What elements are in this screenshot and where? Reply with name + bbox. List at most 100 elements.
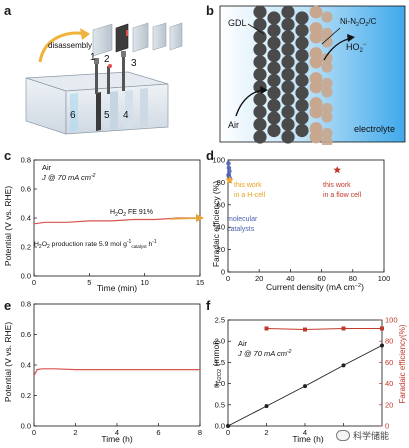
d-xtick-label: 60 (317, 274, 325, 283)
e-ytick-label: 0.6 (21, 330, 31, 339)
d-xlabel: Current density (mA cm−2) (266, 282, 364, 292)
d-ylabel: Faradaic efficiency (%) (211, 181, 221, 267)
d-ytick-label: 100 (212, 156, 225, 165)
panel-a-electrolyzer-illustration: 6 5 4 1 2 3 disassembly (25, 22, 183, 135)
gdl-particle (295, 23, 309, 38)
catalyst-particle (321, 36, 333, 48)
d-star-point (225, 175, 234, 184)
gdl-particle (267, 123, 281, 138)
c-xtick-label: 5 (87, 278, 91, 287)
f-ytick-right-label: 80 (385, 337, 393, 346)
c-ytick-label: 0.8 (21, 156, 31, 165)
e-xtick-label: 6 (156, 428, 160, 437)
gdl-particle (253, 92, 267, 107)
f-h2o2-point (380, 343, 384, 348)
d-star-point (333, 166, 341, 174)
d-label-molecular-2: catalysts (227, 226, 255, 233)
f-ytick-right-label: 100 (385, 316, 398, 325)
gdl-particle (281, 130, 295, 144)
d-ytick-label: 0 (221, 268, 225, 277)
f-ytick-label: 2.0 (215, 337, 225, 346)
d-label-hcell-1: this work (234, 182, 262, 189)
catalyst-particle (309, 30, 323, 44)
catalyst-particle (321, 102, 333, 115)
assembled-cell-box (25, 51, 169, 135)
c-xtick-label: 0 (32, 278, 36, 287)
gdl-particle (267, 98, 281, 113)
c-ytick-label: 0.0 (21, 272, 31, 281)
gdl-pointer (247, 23, 265, 35)
gdl-particle (253, 5, 267, 19)
catalyst-particle (309, 130, 323, 144)
electrolyte-label: electrolyte (354, 124, 395, 134)
label-5: 5 (104, 110, 110, 121)
e-ytick-label: 0.4 (21, 361, 31, 370)
d-xtick-label: 0 (226, 274, 230, 283)
e-xlabel: Time (h) (101, 434, 132, 444)
f-xtick-label: 4 (303, 428, 307, 437)
f-ytick-right-label: 40 (385, 379, 393, 388)
gdl-particle (253, 30, 267, 44)
f-ytick-label: 2.5 (215, 316, 225, 325)
catalyst-particle (321, 52, 333, 65)
panel-label-f: f (206, 298, 211, 313)
c-annot-air: Air (42, 163, 52, 172)
f-h2o2-point (264, 404, 269, 409)
d-label-flow-2: in a flow cell (323, 192, 362, 199)
f-xtick-label: 2 (264, 428, 268, 437)
gdl-particle (253, 17, 267, 32)
exploded-cell-plates (92, 22, 183, 57)
label-6: 6 (70, 110, 76, 121)
c-annot-rate: H2O2 production rate 5.9 mol g-1catalyst… (34, 239, 157, 250)
e-potential-line (33, 368, 200, 376)
gdl-particle (253, 130, 267, 144)
panel-c-potential-chart: Potential (V vs. RHE) Time (min) Air J @… (3, 156, 204, 294)
gdl-particle (281, 92, 295, 107)
e-xtick-label: 4 (115, 428, 119, 437)
panel-e-stability-chart: Potential (V vs. RHE) Time (h) 0 2 4 6 8 0.0 0… (3, 300, 202, 445)
gdl-particle (267, 111, 281, 125)
catalyst-particle (321, 77, 333, 90)
gdl-particle (295, 111, 309, 125)
panel-label-d: d (206, 148, 214, 163)
e-plot-frame (33, 303, 201, 427)
gdl-particle (267, 61, 281, 75)
catalyst-particle (309, 55, 323, 69)
e-ytick-label: 0.2 (21, 391, 31, 400)
e-ylabel: Potential (V vs. RHE) (3, 322, 13, 402)
catalyst-particle (321, 61, 333, 73)
gdl-particle (253, 42, 267, 57)
gdl-particle (253, 55, 267, 69)
f-fe-point (264, 326, 269, 331)
catalyst-particle (321, 111, 333, 123)
catalyst-particle (321, 136, 333, 145)
e-xtick-label: 8 (198, 428, 202, 437)
catalyst-particle (309, 105, 323, 119)
c-ylabel: Potential (V vs. RHE) (3, 186, 13, 266)
d-xtick-label: 40 (286, 274, 294, 283)
gdl-particle (267, 36, 281, 50)
d-xtick-label: 80 (349, 274, 357, 283)
f-fe-point (341, 326, 346, 331)
c-annot-fe: H2O2 FE 91% (110, 209, 153, 218)
e-ytick-label: 0.0 (21, 422, 31, 431)
f-ytick-right-label: 0 (385, 422, 389, 431)
catalyst-label: Ni-N2O2/C (340, 17, 377, 28)
gdl-particle (281, 105, 295, 119)
f-ytick-label: 1.5 (215, 358, 225, 367)
panel-label-a: a (4, 3, 12, 18)
f-ytick-label: 1.0 (215, 379, 225, 388)
gdl-particle (295, 61, 309, 75)
gdl-particle (267, 48, 281, 63)
wechat-icon (336, 430, 350, 441)
f-h2o2-point (226, 424, 230, 428)
f-plot-frame (227, 319, 383, 427)
gdl-particle (253, 105, 267, 119)
panel-d-fe-vs-current-chart: Faradaic efficiency (%) Current density … (211, 156, 391, 293)
label-1: 1 (90, 52, 96, 63)
d-xtick-label: 100 (378, 274, 391, 283)
c-ytick-label: 0.6 (21, 185, 31, 194)
gdl-particle (295, 11, 309, 25)
d-label-molecular-1: molecular (227, 216, 258, 223)
c-xtick-label: 10 (140, 278, 148, 287)
